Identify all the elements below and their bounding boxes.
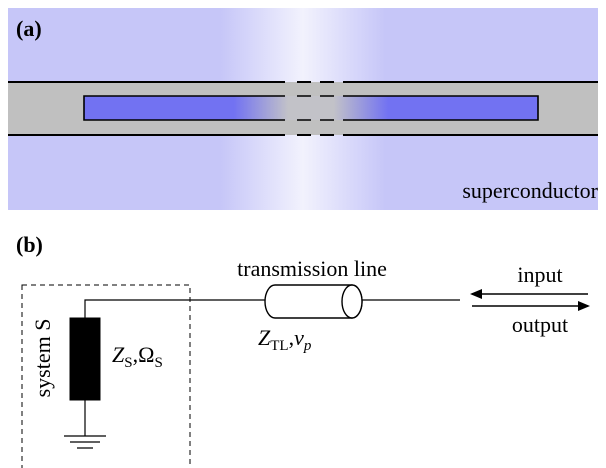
output-label: output — [512, 312, 568, 337]
line-params: ZTL,vp — [258, 325, 312, 354]
panel-a: (a) superconductor — [8, 8, 599, 210]
resonator — [84, 96, 538, 120]
subscript: TL — [270, 338, 288, 354]
system-label: system S — [30, 319, 55, 398]
panel-b — [22, 285, 590, 468]
panel-label: (a) — [16, 16, 42, 41]
inductor — [70, 318, 100, 400]
system-params: ZS,ΩS — [112, 342, 163, 371]
panel-label: (b) — [16, 232, 43, 257]
subscript: S — [124, 355, 132, 371]
material-label: superconductor — [462, 178, 598, 203]
subscript: S — [154, 355, 162, 371]
figure: (a) superconductor (b) transmission line… — [0, 0, 606, 468]
arrow-heads — [470, 289, 590, 311]
line-label: transmission line — [237, 256, 387, 281]
ground — [64, 400, 106, 448]
subscript: p — [303, 338, 312, 354]
cable-end — [342, 285, 362, 318]
symbol: Z — [112, 342, 125, 367]
symbol: v — [294, 325, 304, 350]
symbol: ,Ω — [133, 342, 155, 367]
arrows — [472, 294, 588, 306]
input-label: input — [517, 262, 562, 287]
symbol: Z — [258, 325, 271, 350]
